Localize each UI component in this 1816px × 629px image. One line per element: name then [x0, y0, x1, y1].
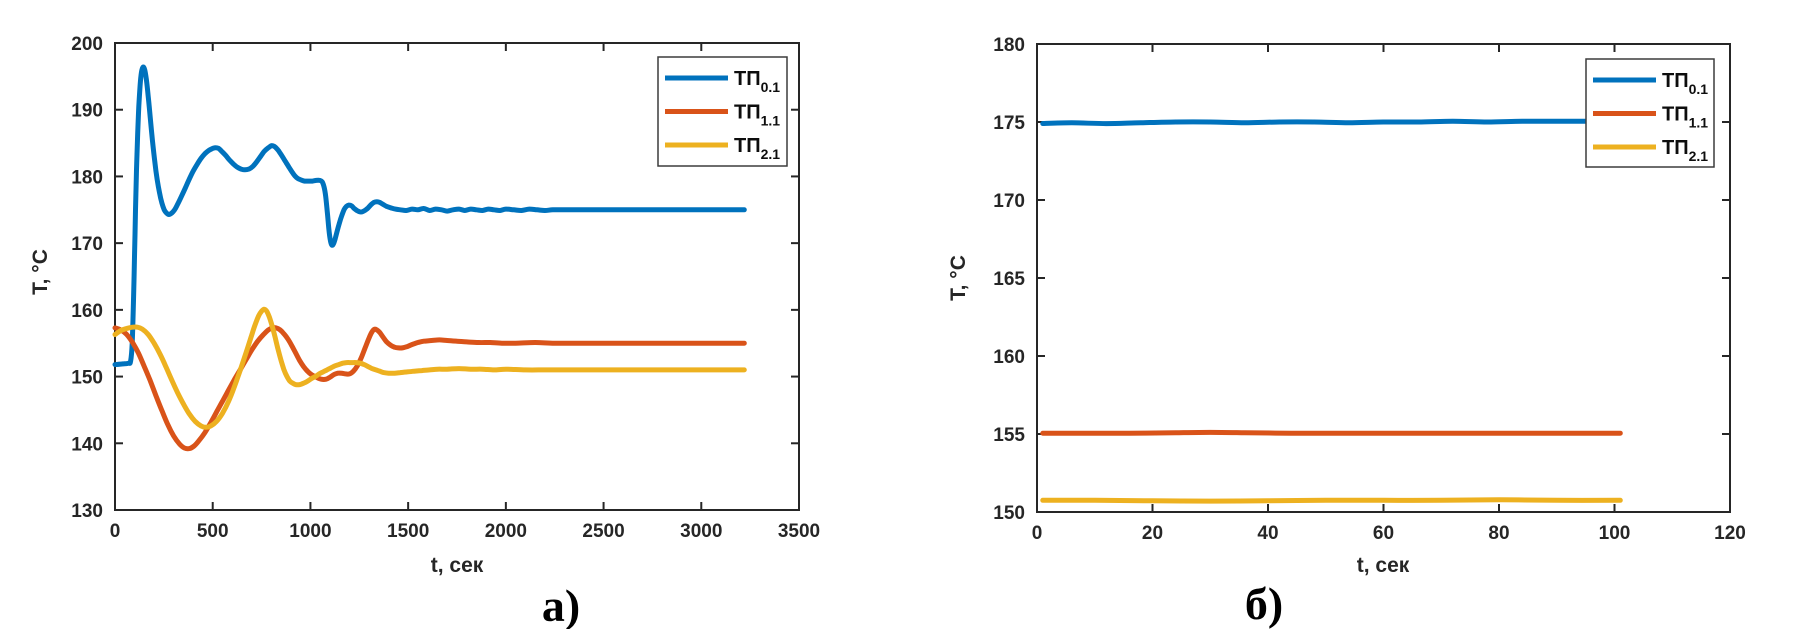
x-tick-label: 500 — [197, 521, 229, 542]
chart-b-canvas: 0 20 40 60 80 100 120 150 155 160 165 170 175 180 t, с… — [947, 35, 1746, 577]
legend-entry-tp1-1: ТП1.1 — [665, 102, 780, 129]
x-tick-label: 120 — [1714, 523, 1746, 544]
y-tick-label: 150 — [993, 503, 1025, 524]
legend-entry-tp2-1: ТП2.1 — [665, 135, 780, 162]
y-tick-label: 170 — [71, 234, 103, 255]
y-axis-label-a: T, °C — [29, 249, 52, 295]
x-tick-label: 3000 — [680, 521, 722, 542]
x-tick-label: 2000 — [485, 521, 527, 542]
legend-label: ТП2.1 — [1662, 137, 1708, 164]
x-tick-label: 0 — [110, 521, 121, 542]
series-group-b — [1040, 118, 1623, 504]
series-line-tp2-1 — [1040, 497, 1623, 504]
legend-b: ТП0.1 ТП1.1 ТП2.1 — [1585, 58, 1715, 168]
legend-entry-tp0-1: ТП0.1 — [665, 68, 780, 95]
x-tick-label: 40 — [1257, 523, 1278, 544]
y-tick-labels-a: 130 140 150 160 170 180 190 200 — [71, 34, 103, 522]
y-tick-label: 160 — [993, 347, 1025, 368]
y-tick-label: 180 — [71, 167, 103, 188]
series-group-a — [112, 64, 747, 452]
y-tick-label: 190 — [71, 101, 103, 122]
y-tick-label: 150 — [71, 368, 103, 389]
y-tick-label: 130 — [71, 501, 103, 522]
y-tick-label: 160 — [71, 301, 103, 322]
y-tick-label: 180 — [993, 35, 1025, 56]
x-axis-label-a: t, сек — [431, 554, 484, 577]
legend-label: ТП1.1 — [734, 102, 780, 129]
legend-label: ТП2.1 — [734, 135, 780, 162]
legend-entry-tp0-1: ТП0.1 — [1593, 70, 1708, 97]
x-axis-label-b: t, сек — [1357, 554, 1410, 577]
caption-b: б) — [1244, 578, 1284, 629]
legend-entry-tp1-1: ТП1.1 — [1593, 104, 1708, 131]
series-line-tp0-1 — [1040, 118, 1623, 127]
legend-entry-tp2-1: ТП2.1 — [1593, 137, 1708, 164]
x-tick-label: 60 — [1373, 523, 1394, 544]
x-tick-label: 20 — [1142, 523, 1163, 544]
x-tick-labels-a: 0 500 1000 1500 2000 2500 3000 3500 — [110, 521, 820, 542]
x-tick-label: 1000 — [289, 521, 331, 542]
legend-label: ТП0.1 — [734, 68, 780, 95]
x-tick-label: 0 — [1032, 523, 1043, 544]
series-line-tp1-1 — [112, 325, 747, 452]
y-tick-label: 175 — [993, 113, 1025, 134]
x-tick-label: 80 — [1488, 523, 1509, 544]
series-line-tp0-1 — [112, 64, 747, 368]
series-line-tp1-1 — [1040, 429, 1623, 436]
chart-a-canvas: 0 500 1000 1500 2000 2500 3000 3500 130 140 150 160… — [29, 34, 820, 577]
plot-box-a — [114, 42, 800, 511]
y-tick-label: 170 — [993, 191, 1025, 212]
y-tick-labels-b: 150 155 160 165 170 175 180 — [993, 35, 1025, 524]
x-tick-label: 3500 — [778, 521, 820, 542]
y-tick-label: 140 — [71, 434, 103, 455]
y-tick-label: 155 — [993, 425, 1025, 446]
x-tick-label: 2500 — [582, 521, 624, 542]
x-tick-label: 1500 — [387, 521, 429, 542]
y-axis-label-b: T, °C — [947, 255, 970, 301]
series-line-tp2-1 — [112, 306, 747, 430]
y-tick-label: 165 — [993, 269, 1025, 290]
legend-a: ТП0.1 ТП1.1 ТП2.1 — [657, 56, 788, 167]
x-tick-labels-b: 0 20 40 60 80 100 120 — [1032, 523, 1746, 544]
caption-a: а) — [541, 580, 581, 629]
axis-ticks-a — [114, 42, 800, 511]
y-tick-label: 200 — [71, 34, 103, 55]
legend-label: ТП0.1 — [1662, 70, 1708, 97]
x-tick-label: 100 — [1599, 523, 1631, 544]
legend-label: ТП1.1 — [1662, 104, 1708, 131]
